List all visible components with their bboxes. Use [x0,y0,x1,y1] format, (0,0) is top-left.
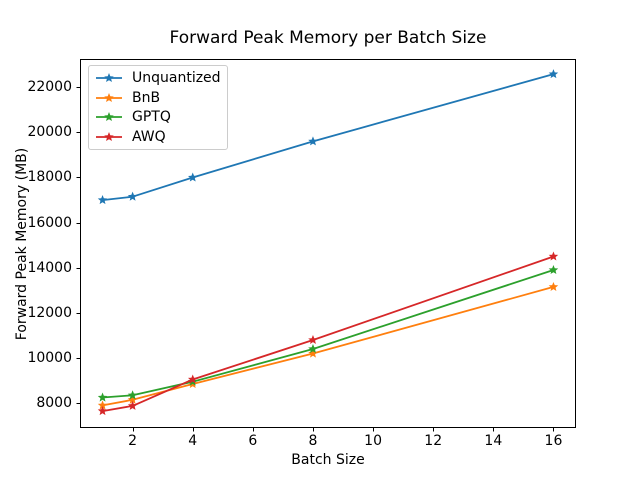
y-tick-label: 12000 [27,304,72,321]
y-tick-label: 10000 [27,350,72,367]
x-tick-label: 6 [248,433,258,449]
legend-item-unquantized: Unquantized [95,68,227,88]
legend: Unquantized BnB GPTQ AWQ [88,65,228,150]
y-tick-label: 8000 [36,395,72,412]
series-marker-unquantized [308,136,318,146]
series-marker-unquantized [97,195,108,205]
series-marker-bnb [127,394,138,404]
series-marker-gptq [548,265,559,275]
series-marker-bnb [97,400,108,410]
legend-item-awq: AWQ [95,127,227,147]
series-marker-unquantized [187,172,198,182]
x-tick-label: 14 [484,433,503,449]
legend-item-gptq: GPTQ [95,108,227,128]
series-marker-awq [308,334,318,345]
series-marker-awq [548,251,559,261]
legend-sample-star-icon [104,72,114,82]
x-tick-label: 4 [188,433,198,449]
series-line-gptq [101,269,555,399]
legend-line-sample-awq [96,132,122,142]
legend-item-bnb: BnB [95,88,227,108]
series-marker-unquantized [548,69,559,79]
series-line-awq [101,255,555,413]
y-tick-label: 20000 [27,124,72,141]
y-tick-label: 18000 [27,169,72,186]
x-tick-label: 2 [128,433,138,449]
chart-title: Forward Peak Memory per Batch Size [169,28,487,48]
legend-line-sample-bnb [96,92,122,102]
x-tick-label: 16 [544,433,563,449]
series-marker-bnb [308,348,318,358]
series-marker-unquantized [127,191,138,201]
series-marker-gptq [127,390,138,400]
series-marker-awq [187,374,198,384]
series-marker-awq [97,406,108,416]
y-tick-label: 16000 [27,214,72,231]
plot-border [80,59,576,428]
series-marker-gptq [308,344,318,354]
y-tick-label: 22000 [27,79,72,96]
legend-label-unquantized: Unquantized [132,69,221,86]
legend-line-sample-unquantized [96,72,122,82]
legend-label-gptq: GPTQ [132,109,171,126]
legend-label-bnb: BnB [132,89,161,106]
x-tick-label: 12 [424,433,443,449]
legend-label-awq: AWQ [132,129,166,146]
x-tick-label: 10 [364,433,382,449]
x-tick-label: 8 [308,433,318,449]
y-tick-label: 14000 [27,259,72,276]
x-axis-label: Batch Size [291,452,365,468]
series-marker-awq [127,400,138,410]
series-marker-gptq [97,392,108,402]
series-marker-bnb [548,281,559,291]
legend-line-sample-gptq [96,112,122,122]
legend-sample-star-icon [104,132,114,142]
legend-sample-star-icon [104,112,114,122]
legend-sample-star-icon [104,92,114,102]
